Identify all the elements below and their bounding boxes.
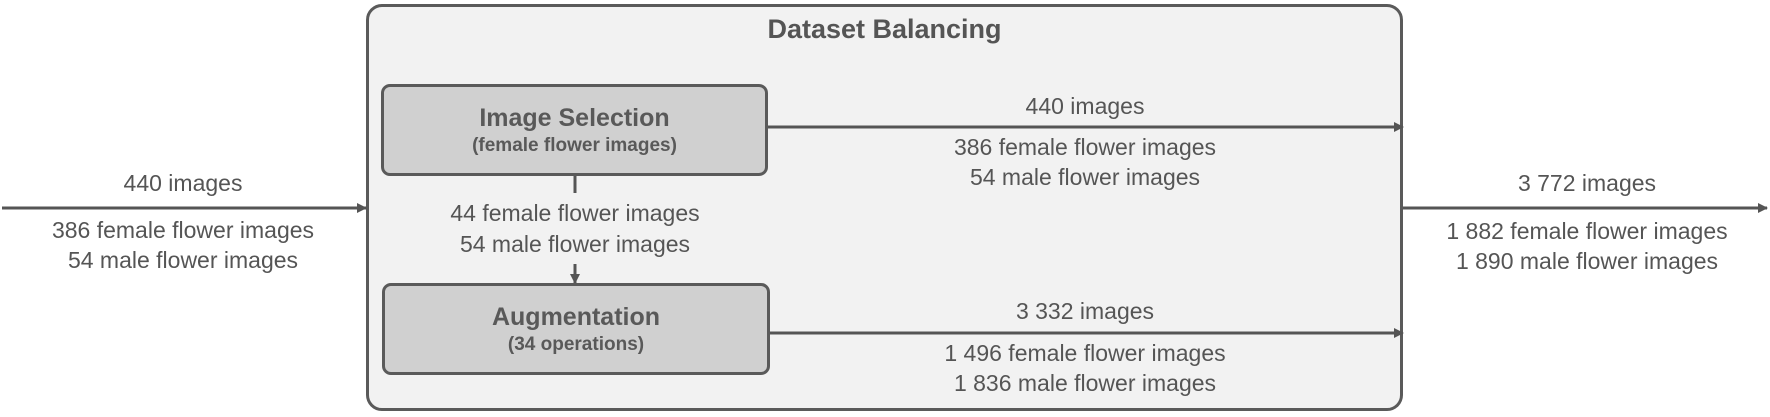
selection-to-augmentation-male-label: 54 male flower images <box>459 231 691 257</box>
output-male-label: 1 890 male flower images <box>1455 248 1719 274</box>
image-selection-box: Image Selection (female flower images) <box>381 84 768 176</box>
output-total-label: 3 772 images <box>1517 170 1657 196</box>
augmentation-output-male-label: 1 836 male flower images <box>953 370 1217 396</box>
input-total-label: 440 images <box>123 170 243 196</box>
image-selection-label: Image Selection <box>479 104 670 132</box>
augmentation-sublabel: (34 operations) <box>507 334 645 355</box>
output-female-label: 1 882 female flower images <box>1446 218 1728 244</box>
augmentation-label: Augmentation <box>491 303 661 331</box>
selection-to-augmentation-female-label: 44 female flower images <box>450 200 700 226</box>
augmentation-output-total-label: 3 332 images <box>1015 298 1155 324</box>
input-female-label: 386 female flower images <box>51 217 315 243</box>
augmentation-box: Augmentation (34 operations) <box>382 283 770 375</box>
augmentation-output-female-label: 1 496 female flower images <box>944 340 1226 366</box>
selection-output-total-label: 440 images <box>1025 93 1145 119</box>
selection-output-female-label: 386 female flower images <box>953 134 1217 160</box>
selection-output-male-label: 54 male flower images <box>969 164 1201 190</box>
diagram-title: Dataset Balancing <box>767 14 1002 44</box>
input-male-label: 54 male flower images <box>67 247 299 273</box>
image-selection-sublabel: (female flower images) <box>472 135 677 156</box>
